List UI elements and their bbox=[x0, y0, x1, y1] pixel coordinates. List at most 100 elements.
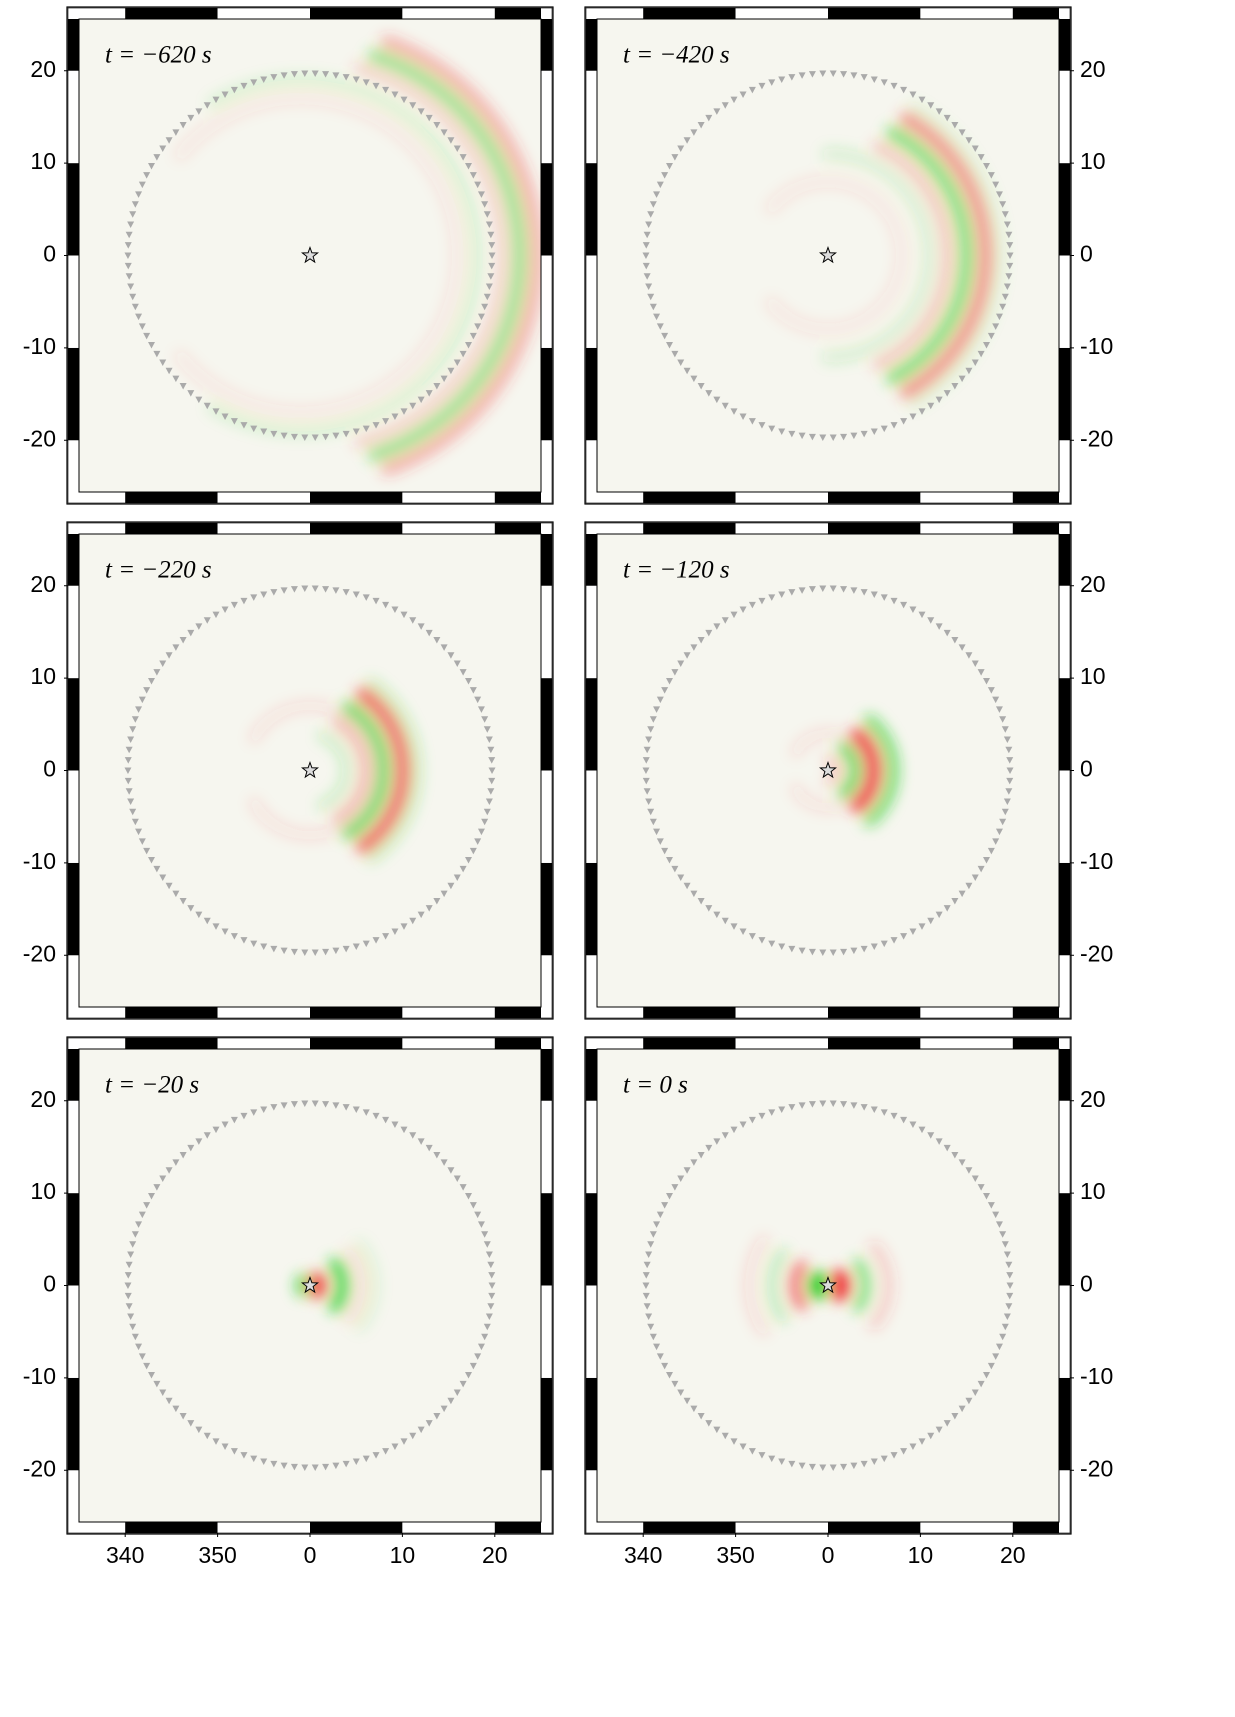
station bbox=[147, 677, 155, 685]
frame-bar bbox=[310, 8, 403, 19]
station bbox=[477, 1221, 485, 1228]
station bbox=[332, 1102, 340, 1109]
station bbox=[661, 1362, 669, 1370]
station bbox=[958, 1405, 966, 1413]
frame-bar bbox=[68, 440, 79, 492]
station bbox=[483, 726, 491, 733]
frame-bar bbox=[402, 1522, 495, 1533]
station bbox=[890, 1452, 898, 1459]
station bbox=[372, 937, 380, 944]
station bbox=[918, 611, 926, 619]
station bbox=[943, 114, 951, 122]
station bbox=[465, 162, 473, 170]
station bbox=[488, 1272, 496, 1279]
frame-bar bbox=[217, 492, 310, 503]
frame-bar bbox=[494, 1522, 541, 1533]
station bbox=[748, 86, 756, 94]
frame-bar bbox=[68, 1285, 79, 1378]
frame-bar bbox=[217, 1522, 310, 1533]
station bbox=[705, 1144, 713, 1152]
station bbox=[808, 71, 816, 78]
station bbox=[653, 313, 661, 321]
station bbox=[665, 162, 673, 170]
station bbox=[469, 332, 477, 340]
frame-bar bbox=[586, 534, 597, 586]
station bbox=[195, 1426, 203, 1434]
frame-bar bbox=[125, 1038, 218, 1049]
station bbox=[1001, 808, 1009, 816]
station bbox=[425, 1420, 433, 1427]
station bbox=[195, 911, 203, 919]
frame-bar bbox=[541, 1377, 552, 1471]
frame-bar bbox=[1059, 1049, 1070, 1101]
station bbox=[465, 1372, 473, 1379]
station bbox=[485, 283, 493, 291]
station bbox=[165, 367, 173, 375]
station bbox=[999, 1333, 1007, 1341]
station bbox=[1003, 221, 1011, 228]
station bbox=[280, 1462, 288, 1470]
station bbox=[643, 273, 651, 280]
station bbox=[474, 696, 482, 704]
station bbox=[1006, 1282, 1014, 1289]
station bbox=[179, 383, 187, 390]
station bbox=[647, 808, 655, 816]
wave-front bbox=[331, 716, 372, 825]
station bbox=[143, 847, 151, 855]
frame-bar bbox=[125, 8, 218, 19]
wave-front bbox=[899, 112, 993, 399]
frame-bar bbox=[494, 8, 541, 19]
station bbox=[465, 677, 473, 685]
station bbox=[440, 1159, 448, 1166]
station bbox=[143, 687, 151, 694]
station bbox=[935, 108, 943, 115]
station bbox=[909, 1121, 917, 1129]
station bbox=[124, 767, 132, 774]
station bbox=[860, 430, 868, 438]
frame-bar bbox=[68, 163, 79, 256]
station bbox=[819, 585, 827, 593]
station bbox=[983, 1192, 991, 1200]
station bbox=[260, 1106, 268, 1113]
station bbox=[683, 137, 691, 144]
frame-bar bbox=[1012, 523, 1059, 534]
station bbox=[172, 375, 180, 383]
station bbox=[935, 396, 943, 404]
frame-bar bbox=[217, 523, 310, 534]
station bbox=[250, 425, 258, 433]
station bbox=[485, 221, 493, 228]
station bbox=[739, 91, 747, 99]
wavefield bbox=[173, 35, 541, 476]
wave-front bbox=[766, 1247, 789, 1324]
station bbox=[850, 587, 858, 594]
station bbox=[965, 137, 973, 144]
frame-bar bbox=[68, 862, 79, 956]
station bbox=[260, 1458, 268, 1466]
station bbox=[665, 1372, 673, 1379]
station bbox=[721, 617, 729, 624]
station bbox=[187, 1420, 195, 1427]
station bbox=[483, 808, 491, 816]
station bbox=[870, 1458, 878, 1466]
station bbox=[311, 434, 319, 441]
station bbox=[260, 428, 268, 436]
station bbox=[129, 293, 137, 301]
station bbox=[425, 114, 433, 122]
station bbox=[995, 828, 1003, 836]
frame-bar bbox=[68, 678, 79, 771]
station bbox=[935, 1138, 943, 1145]
station bbox=[159, 1389, 167, 1396]
station bbox=[649, 201, 657, 208]
station bbox=[230, 933, 238, 940]
frame-bar bbox=[920, 1522, 1013, 1533]
frame-bar bbox=[310, 523, 403, 534]
station bbox=[301, 1464, 309, 1471]
station bbox=[870, 943, 878, 951]
frame-bar bbox=[586, 678, 597, 771]
station bbox=[870, 1106, 878, 1113]
station bbox=[400, 1126, 408, 1134]
frame-bar bbox=[402, 523, 495, 534]
frame-bar bbox=[643, 492, 736, 503]
station bbox=[656, 838, 664, 845]
station bbox=[172, 1159, 180, 1166]
